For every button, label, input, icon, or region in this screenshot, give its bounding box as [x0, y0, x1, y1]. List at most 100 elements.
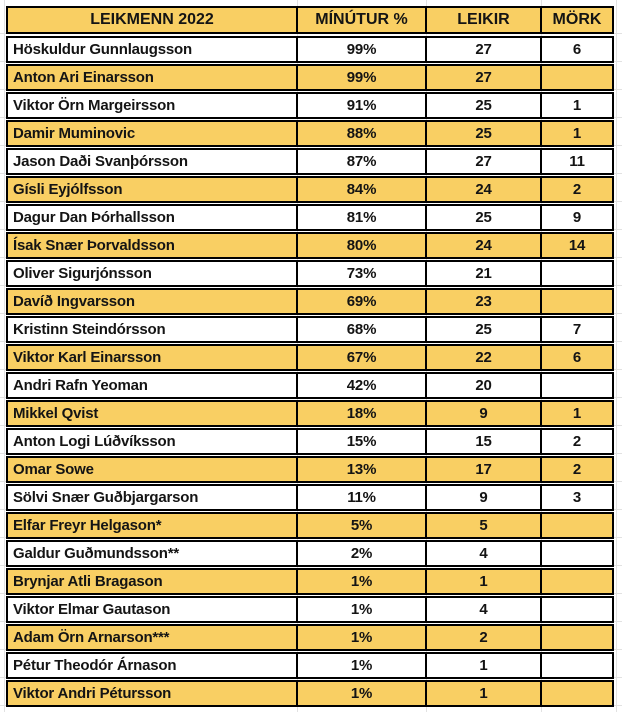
player-name-cell: Andri Rafn Yeoman [8, 374, 298, 397]
games-cell: 2 [427, 626, 542, 649]
goals-cell: 1 [572, 125, 582, 142]
table-row: Viktor Örn Margeirsson 91% 25 1 [6, 92, 614, 119]
player-name-cell: Galdur Guðmundsson** [8, 542, 298, 565]
player-name-cell: Adam Örn Arnarson*** [8, 626, 298, 649]
goals-cell: 2 [572, 181, 582, 198]
table-row: Pétur Theodór Árnason 1% 1 [6, 652, 614, 679]
minutes-pct-cell: 73% [298, 262, 427, 285]
minutes-pct-cell: 99% [298, 38, 427, 61]
games-cell: 27 [427, 150, 542, 173]
minutes-pct-cell: 99% [298, 66, 427, 89]
goals-cell: 2 [572, 461, 582, 478]
games-cell: 22 [427, 346, 542, 369]
games-cell: 4 [427, 542, 542, 565]
minutes-pct-cell: 84% [298, 178, 427, 201]
goals-cell [542, 654, 612, 677]
goals-cell [542, 262, 612, 285]
player-name-cell: Pétur Theodór Árnason [8, 654, 298, 677]
table-row: Oliver Sigurjónsson 73% 21 [6, 260, 614, 287]
player-name-cell: Viktor Karl Einarsson [8, 346, 298, 369]
players-stats-table: LEIKMENN 2022 MÍNÚTUR % LEIKIR MÖRK Hösk… [6, 6, 614, 708]
table-row: Adam Örn Arnarson*** 1% 2 [6, 624, 614, 651]
table-row: Davíð Ingvarsson 69% 23 [6, 288, 614, 315]
games-cell: 25 [427, 318, 542, 341]
table-row: Mikkel Qvist 18% 9 1 [6, 400, 614, 427]
games-cell: 25 [427, 122, 542, 145]
minutes-pct-cell: 80% [298, 234, 427, 257]
minutes-pct-cell: 67% [298, 346, 427, 369]
goals-cell [542, 374, 612, 397]
table-row: Dagur Dan Þórhallsson 81% 25 9 [6, 204, 614, 231]
player-name-cell: Davíð Ingvarsson [8, 290, 298, 313]
minutes-pct-cell: 88% [298, 122, 427, 145]
games-cell: 21 [427, 262, 542, 285]
minutes-pct-cell: 87% [298, 150, 427, 173]
goals-cell: 7 [572, 321, 582, 338]
player-name-cell: Oliver Sigurjónsson [8, 262, 298, 285]
games-cell: 25 [427, 206, 542, 229]
minutes-pct-cell: 81% [298, 206, 427, 229]
goals-cell [542, 682, 612, 705]
games-cell: 27 [427, 38, 542, 61]
games-cell: 1 [427, 682, 542, 705]
table-row: Anton Ari Einarsson 99% 27 [6, 64, 614, 91]
player-name-cell: Sölvi Snær Guðbjargarson [8, 486, 298, 509]
table-row: Damir Muminovic 88% 25 1 [6, 120, 614, 147]
minutes-pct-cell: 15% [298, 430, 427, 453]
goals-cell [542, 598, 612, 621]
player-name-cell: Elfar Freyr Helgason* [8, 514, 298, 537]
goals-cell: 9 [572, 209, 582, 226]
minutes-pct-cell: 13% [298, 458, 427, 481]
games-cell: 1 [427, 570, 542, 593]
games-cell: 24 [427, 234, 542, 257]
header-players-2022: LEIKMENN 2022 [8, 8, 298, 32]
games-cell: 17 [427, 458, 542, 481]
games-cell: 1 [427, 654, 542, 677]
goals-cell [542, 542, 612, 565]
minutes-pct-cell: 5% [298, 514, 427, 537]
header-goals: MÖRK [552, 11, 602, 28]
player-name-cell: Anton Ari Einarsson [8, 66, 298, 89]
header-games: LEIKIR [427, 8, 542, 32]
games-cell: 25 [427, 94, 542, 117]
games-cell: 27 [427, 66, 542, 89]
minutes-pct-cell: 42% [298, 374, 427, 397]
goals-cell [542, 514, 612, 537]
table-row: Ísak Snær Þorvaldsson 80% 24 14 [6, 232, 614, 259]
table-row: Sölvi Snær Guðbjargarson 11% 9 3 [6, 484, 614, 511]
goals-cell: 1 [572, 405, 582, 422]
minutes-pct-cell: 68% [298, 318, 427, 341]
games-cell: 23 [427, 290, 542, 313]
table-row: Jason Daði Svanþórsson 87% 27 11 [6, 148, 614, 175]
games-cell: 9 [427, 402, 542, 425]
player-name-cell: Viktor Elmar Gautason [8, 598, 298, 621]
player-name-cell: Dagur Dan Þórhallsson [8, 206, 298, 229]
table-row: Anton Logi Lúðvíksson 15% 15 2 [6, 428, 614, 455]
goals-cell [542, 66, 612, 89]
table-row: Brynjar Atli Bragason 1% 1 [6, 568, 614, 595]
goals-cell [542, 626, 612, 649]
minutes-pct-cell: 2% [298, 542, 427, 565]
games-cell: 9 [427, 486, 542, 509]
goals-cell: 6 [572, 41, 582, 58]
player-name-cell: Omar Sowe [8, 458, 298, 481]
table-row: Viktor Andri Pétursson 1% 1 [6, 680, 614, 707]
table-header-row: LEIKMENN 2022 MÍNÚTUR % LEIKIR MÖRK [6, 6, 614, 34]
games-cell: 20 [427, 374, 542, 397]
player-name-cell: Brynjar Atli Bragason [8, 570, 298, 593]
table-row: Höskuldur Gunnlaugsson 99% 27 6 [6, 36, 614, 63]
player-name-cell: Ísak Snær Þorvaldsson [8, 234, 298, 257]
goals-cell [542, 290, 612, 313]
goals-cell: 14 [568, 237, 586, 254]
minutes-pct-cell: 91% [298, 94, 427, 117]
games-cell: 24 [427, 178, 542, 201]
minutes-pct-cell: 1% [298, 682, 427, 705]
minutes-pct-cell: 69% [298, 290, 427, 313]
player-name-cell: Damir Muminovic [8, 122, 298, 145]
header-minutes-pct: MÍNÚTUR % [298, 8, 427, 32]
minutes-pct-cell: 18% [298, 402, 427, 425]
minutes-pct-cell: 1% [298, 626, 427, 649]
goals-cell [542, 570, 612, 593]
player-name-cell: Kristinn Steindórsson [8, 318, 298, 341]
